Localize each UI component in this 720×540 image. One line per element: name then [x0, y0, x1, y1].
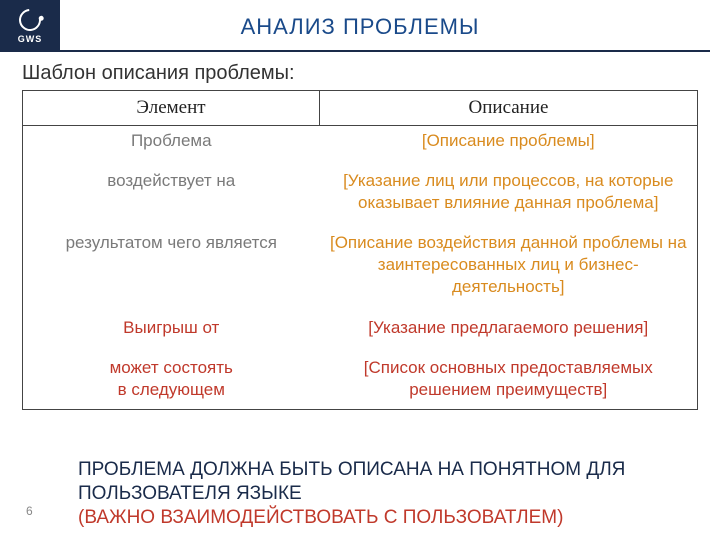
table-header-row: Элемент Описание — [23, 91, 698, 126]
table-header-element: Элемент — [23, 91, 320, 126]
cell-description: [Список основных предоставляемых решение… — [320, 353, 698, 410]
cell-element: Выигрыш от — [23, 313, 320, 343]
cell-element: Проблема — [23, 126, 320, 157]
cell-element: может состоять в следующем — [23, 353, 320, 410]
table-row: Проблема [Описание проблемы] — [23, 126, 698, 157]
cell-description: [Описание воздействия данной проблемы на… — [320, 228, 698, 302]
table-row: результатом чего является [Описание возд… — [23, 228, 698, 302]
table-row: воздействует на [Указание лиц или процес… — [23, 166, 698, 218]
cell-description: [Указание лиц или процессов, на которые … — [320, 166, 698, 218]
table-body: Проблема [Описание проблемы] воздействуе… — [23, 126, 698, 410]
table-row: может состоять в следующем [Список основ… — [23, 353, 698, 410]
page-title: АНАЛИЗ ПРОБЛЕМЫ — [0, 14, 720, 40]
slide: GWS АНАЛИЗ ПРОБЛЕМЫ Шаблон описания проб… — [0, 0, 720, 540]
table-header-description: Описание — [320, 91, 698, 126]
cell-element: результатом чего является — [23, 228, 320, 302]
problem-template-table: Элемент Описание Проблема [Описание проб… — [22, 90, 698, 410]
footer-line2: (ВАЖНО ВЗАИМОДЕЙСТВОВАТЬ С ПОЛЬЗОВАТЛЕМ) — [78, 506, 678, 530]
footer-note: ПРОБЛЕМА ДОЛЖНА БЫТЬ ОПИСАНА НА ПОНЯТНОМ… — [78, 458, 678, 529]
cell-description: [Указание предлагаемого решения] — [320, 313, 698, 343]
page-number: 6 — [26, 504, 33, 518]
footer-line1: ПРОБЛЕМА ДОЛЖНА БЫТЬ ОПИСАНА НА ПОНЯТНОМ… — [78, 458, 678, 506]
title-divider — [60, 50, 710, 52]
cell-description: [Описание проблемы] — [320, 126, 698, 157]
cell-element: воздействует на — [23, 166, 320, 218]
subtitle: Шаблон описания проблемы: — [22, 62, 295, 85]
table-row: Выигрыш от [Указание предлагаемого решен… — [23, 313, 698, 343]
